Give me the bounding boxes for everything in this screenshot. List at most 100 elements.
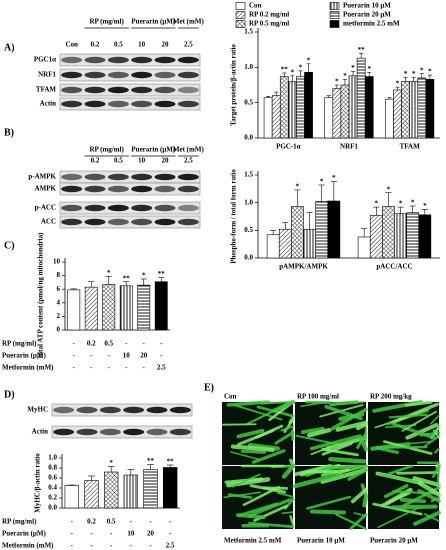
blot-band bbox=[177, 204, 199, 212]
lane-label: 0.2 bbox=[91, 157, 100, 165]
myotube bbox=[405, 422, 439, 440]
image-label: Puerarin 10 μM bbox=[297, 537, 345, 545]
myotube bbox=[280, 425, 295, 432]
myotube bbox=[377, 506, 420, 529]
bar bbox=[324, 97, 334, 139]
blot-row-label: NRF1 bbox=[38, 71, 56, 79]
myotube bbox=[321, 447, 359, 457]
myotube bbox=[309, 434, 359, 451]
myotube bbox=[260, 400, 293, 405]
myotube bbox=[432, 429, 440, 439]
bar bbox=[266, 234, 280, 259]
table-cell: - bbox=[125, 340, 128, 348]
blot-band bbox=[131, 173, 153, 181]
bar bbox=[137, 284, 151, 331]
lane-label: Con bbox=[65, 41, 78, 49]
myotube bbox=[237, 428, 275, 446]
blot-band bbox=[131, 218, 153, 226]
blot-band bbox=[131, 86, 153, 94]
myotube bbox=[281, 511, 294, 515]
bar bbox=[154, 281, 168, 331]
bar bbox=[143, 469, 158, 509]
myotube bbox=[413, 510, 441, 526]
bar bbox=[406, 212, 420, 259]
significance: ** bbox=[358, 46, 366, 54]
myotube bbox=[430, 496, 441, 503]
bar bbox=[279, 76, 289, 139]
myotube bbox=[378, 473, 420, 483]
myotube bbox=[320, 467, 369, 484]
significance: * bbox=[335, 78, 339, 86]
bar bbox=[119, 285, 133, 331]
myotube bbox=[335, 420, 369, 432]
bar bbox=[394, 213, 407, 259]
bar bbox=[327, 200, 341, 259]
significance: * bbox=[428, 68, 432, 76]
table-cell: - bbox=[169, 530, 172, 538]
blot-band bbox=[84, 218, 106, 226]
table-cell: 0.5 bbox=[107, 518, 116, 526]
blot-band bbox=[61, 100, 83, 108]
blot-band bbox=[107, 71, 129, 79]
legend-label: RP 0.2 mg/ml bbox=[249, 11, 289, 19]
blot-band bbox=[154, 185, 176, 193]
bar bbox=[409, 81, 419, 139]
y-axis-label: Total ATP content (pmol/ng mitochondria) bbox=[37, 232, 45, 359]
legend-label: Puerarin 20 μM bbox=[343, 11, 391, 19]
blot-group-label: Met (mM) bbox=[173, 18, 205, 26]
table-cell: 0.5 bbox=[104, 340, 113, 348]
blot-group-label: Puerarin (μM) bbox=[131, 18, 175, 26]
table-cell: - bbox=[143, 364, 146, 372]
table-cell: 0.2 bbox=[87, 518, 96, 526]
table-cell: 10 bbox=[123, 352, 131, 360]
blot-band bbox=[84, 86, 106, 94]
y-tick-label: 0.0 bbox=[244, 254, 253, 262]
table-cell: - bbox=[71, 518, 74, 526]
myotube bbox=[399, 497, 427, 504]
x-tick-label: PGC-1α bbox=[276, 143, 301, 151]
myotube bbox=[387, 464, 414, 476]
bar bbox=[64, 485, 80, 509]
myotube bbox=[300, 401, 329, 408]
myotube bbox=[310, 509, 346, 515]
y-tick-label: 0.6 bbox=[48, 474, 57, 482]
bar bbox=[364, 76, 374, 139]
significance: * bbox=[320, 178, 324, 186]
myotube bbox=[404, 400, 433, 407]
blot-band bbox=[84, 185, 106, 193]
blot-band bbox=[177, 71, 199, 79]
significance: * bbox=[296, 183, 300, 191]
myotube bbox=[292, 472, 341, 489]
table-cell: - bbox=[149, 542, 152, 550]
panel-label: B) bbox=[4, 127, 14, 138]
bar bbox=[385, 98, 394, 139]
myotube bbox=[330, 407, 368, 431]
table-cell: - bbox=[108, 352, 111, 360]
bar bbox=[67, 289, 81, 331]
myotube bbox=[236, 428, 265, 439]
blot-band bbox=[107, 204, 129, 212]
bar bbox=[271, 95, 281, 139]
blot-band bbox=[107, 173, 129, 181]
myotube bbox=[231, 473, 261, 488]
significance: * bbox=[396, 80, 400, 88]
myotube bbox=[290, 429, 295, 442]
lane-label: 10 bbox=[138, 41, 146, 49]
blot-row-label: PGC1α bbox=[34, 56, 56, 64]
blot-band bbox=[107, 185, 129, 193]
blot-band bbox=[107, 218, 129, 226]
bar bbox=[340, 84, 350, 139]
blot-group-label: Met (mM) bbox=[173, 146, 205, 154]
lane-label: 2.5 bbox=[184, 41, 193, 49]
significance: * bbox=[109, 459, 113, 467]
myotube bbox=[392, 490, 441, 495]
table-cell: - bbox=[160, 340, 163, 348]
blot-band bbox=[61, 185, 83, 193]
y-tick-label: 1.5 bbox=[244, 28, 253, 36]
blot-band bbox=[177, 185, 199, 193]
table-cell: 20 bbox=[147, 530, 155, 538]
significance: * bbox=[387, 185, 391, 193]
myotube bbox=[356, 431, 368, 449]
lane-label: 2.5 bbox=[184, 157, 193, 165]
myotube bbox=[424, 513, 440, 522]
